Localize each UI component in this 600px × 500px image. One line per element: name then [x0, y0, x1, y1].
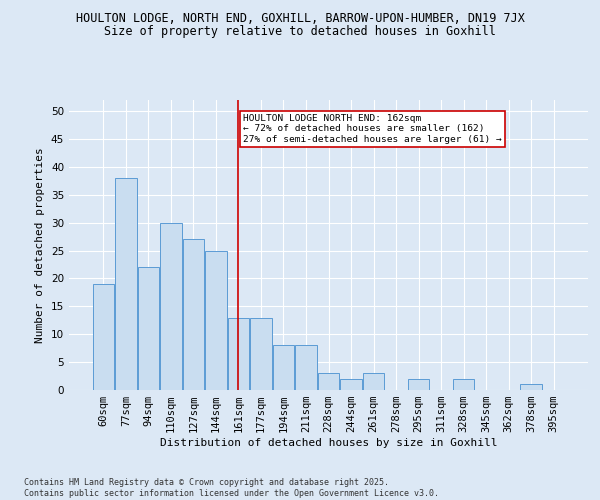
Bar [92, 284, 114, 390]
Bar [160, 222, 182, 390]
Bar [273, 346, 294, 390]
Bar [228, 318, 249, 390]
Bar [340, 379, 362, 390]
Bar [453, 379, 475, 390]
Bar [205, 250, 227, 390]
Bar [250, 318, 272, 390]
Text: Contains HM Land Registry data © Crown copyright and database right 2025.
Contai: Contains HM Land Registry data © Crown c… [24, 478, 439, 498]
Bar [318, 374, 339, 390]
Text: Size of property relative to detached houses in Goxhill: Size of property relative to detached ho… [104, 25, 496, 38]
Bar [363, 374, 384, 390]
Bar [182, 240, 204, 390]
Bar [520, 384, 542, 390]
Bar [295, 346, 317, 390]
Text: HOULTON LODGE NORTH END: 162sqm
← 72% of detached houses are smaller (162)
27% o: HOULTON LODGE NORTH END: 162sqm ← 72% of… [243, 114, 502, 144]
Y-axis label: Number of detached properties: Number of detached properties [35, 147, 46, 343]
Bar [137, 268, 159, 390]
X-axis label: Distribution of detached houses by size in Goxhill: Distribution of detached houses by size … [160, 438, 497, 448]
Bar [115, 178, 137, 390]
Bar [408, 379, 429, 390]
Text: HOULTON LODGE, NORTH END, GOXHILL, BARROW-UPON-HUMBER, DN19 7JX: HOULTON LODGE, NORTH END, GOXHILL, BARRO… [76, 12, 524, 26]
